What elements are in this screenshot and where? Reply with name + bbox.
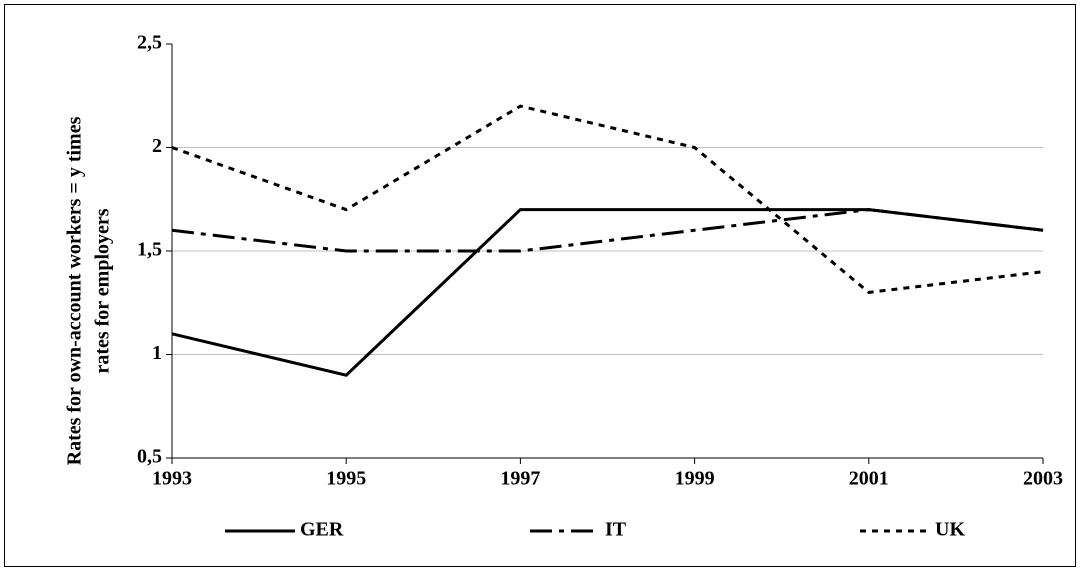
legend-label: UK [935, 519, 965, 541]
x-tick-label: 1997 [500, 468, 540, 490]
legend-label: GER [300, 519, 344, 541]
y-tick-label: 1,5 [137, 239, 162, 261]
y-axis-label: Rates for own-account workers = y times [64, 116, 86, 465]
x-tick-label: 1995 [326, 468, 366, 490]
y-axis-label: rates for employers [92, 208, 114, 373]
chart-frame [4, 4, 1076, 567]
y-tick-label: 1 [152, 342, 162, 364]
series-line [171, 208, 1044, 253]
plot-area: 0,5 1 1,5 2 2,5 1993 1995 1997 1999 2001 2003 Rates… [64, 32, 1063, 541]
x-tick-label: 1999 [675, 468, 715, 490]
y-tick-label: 2,5 [137, 32, 162, 54]
x-tick-label: 2003 [1023, 468, 1063, 490]
x-tick-label: 1993 [152, 468, 192, 490]
y-tick-label: 2 [152, 135, 162, 157]
x-tick-label: 2001 [849, 468, 889, 490]
y-tick-label: 0,5 [137, 446, 162, 468]
legend-label: IT [605, 519, 627, 541]
